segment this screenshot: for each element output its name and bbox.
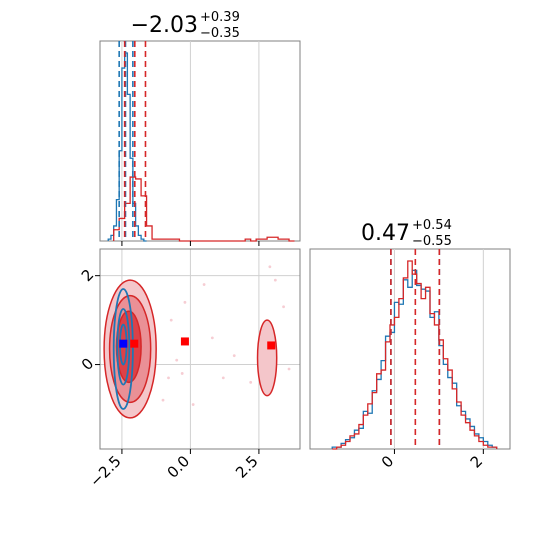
panel-joint-scatter — [161, 265, 291, 406]
panel-marginal-1-title-plus: +0.39 — [200, 10, 240, 25]
panel-joint-x-tick-labels: −2.5 0.0 2.5 — [86, 452, 261, 490]
panel-marginal-1-title: −2.03 — [131, 13, 198, 38]
histogram-series-1 — [113, 176, 295, 242]
panel-joint-frame — [99, 248, 301, 450]
panel-joint-contours — [103, 279, 278, 419]
y-tick-label-1: 0 — [78, 354, 97, 373]
histogram-series-0 — [331, 269, 498, 449]
panel-marginal-1-ticks — [121, 241, 260, 246]
panel-marginal-1: −2.03 +0.39 −0.35 — [99, 10, 301, 246]
x-tick-label-1: 0.0 — [164, 452, 194, 482]
panel-marginal-1-title-value: −2.03 — [131, 13, 198, 38]
marker-series-0-1 — [180, 337, 189, 346]
panel-marginal-2-frame — [309, 248, 511, 450]
panel-marginal-1-quantile-lines — [118, 41, 147, 241]
scatter-point-6 — [210, 336, 214, 340]
x-tick-label-0: −2.5 — [86, 452, 124, 490]
panel-marginal-2-title: 0.47 — [361, 221, 410, 246]
y-tick-label-0: 2 — [78, 266, 97, 285]
panel-marginal-2-title-minus: −0.55 — [412, 234, 452, 249]
contour-series-1-level-2-ring-0 — [116, 308, 131, 386]
panel-marginal-2-grid — [393, 249, 484, 449]
scatter-point-3 — [268, 265, 272, 269]
scatter-point-8 — [161, 398, 165, 402]
marker-series-0-2 — [267, 341, 276, 350]
histogram-series-1 — [332, 260, 498, 450]
scatter-point-10 — [249, 380, 253, 384]
scatter-point-1 — [180, 372, 184, 375]
scatter-point-11 — [287, 367, 291, 371]
panel-marginal-2: 0.47 +0.54 −0.55 — [309, 218, 511, 454]
scatter-point-0 — [167, 376, 170, 380]
x-tick-label-0: 0 — [378, 452, 397, 471]
histogram-series-0 — [107, 52, 147, 242]
scatter-point-2 — [202, 283, 206, 286]
scatter-point-13 — [191, 403, 195, 406]
marker-series-1-0 — [119, 339, 128, 348]
scatter-point-15 — [221, 376, 225, 380]
panel-marginal-2-ticks — [393, 449, 484, 454]
panel-marginal-2-title-value: 0.47 — [361, 221, 410, 246]
panel-marginal-2-quantile-lines — [390, 249, 441, 449]
panel-joint-y-tick-labels: 20 — [78, 266, 97, 374]
contour-series-0-level-1-ring-1 — [256, 319, 278, 397]
scatter-point-7 — [232, 354, 236, 358]
panel-marginal-2-title-plus: +0.54 — [412, 218, 452, 233]
panel-marginal-1-grid — [121, 41, 260, 241]
panel-marginal-2-histograms — [331, 260, 498, 450]
panel-joint-markers — [119, 337, 276, 350]
panel-marginal-1-histograms — [107, 52, 295, 242]
scatter-point-4 — [282, 305, 285, 309]
scatter-point-12 — [273, 278, 277, 282]
panel-marginal-1-title-minus: −0.35 — [200, 26, 240, 41]
scatter-point-5 — [175, 358, 179, 362]
x-tick-label-2: 2.5 — [232, 452, 262, 482]
x-tick-label-1: 2 — [467, 452, 486, 471]
panel-joint: −2.5 0.0 2.5 20 — [78, 248, 301, 491]
contour-series-1-level-1-ring-0 — [112, 288, 134, 410]
panel-joint-ticks — [95, 275, 260, 454]
scatter-point-14 — [169, 318, 173, 322]
scatter-point-9 — [183, 300, 187, 304]
marker-series-0-0 — [130, 339, 139, 348]
